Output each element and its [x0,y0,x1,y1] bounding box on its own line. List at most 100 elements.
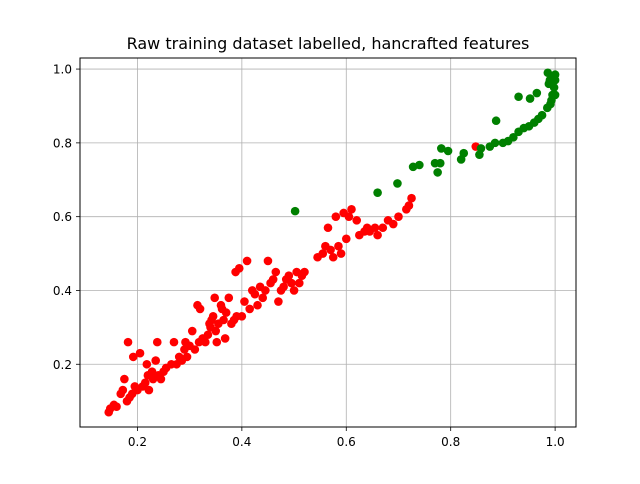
scatter-point [279,282,288,292]
scatter-point [284,271,294,281]
scatter-point [268,275,278,284]
scatter-point [201,337,210,347]
x-tick-label: 0.4 [232,435,251,449]
axes-layer: 0.2 0.4 0.6 0.8 1.0 0.2 0.4 0.6 0.8 1.0 [53,57,577,449]
scatter-point [112,402,121,412]
scatter-point [224,293,234,303]
scatter-point [294,278,304,288]
scatter-point [459,148,469,158]
x-tick-label: 0.8 [441,435,460,449]
scatter-point [152,337,162,347]
scatter-point [203,330,213,340]
scatter-point [407,193,416,203]
scatter-point [514,92,523,102]
scatter-point [151,356,161,365]
scatter-point [147,367,157,376]
scatter-point [118,385,128,395]
scatter-point [436,144,446,153]
scatter-point [210,293,220,303]
scatter-point [334,241,343,251]
scatter-point [415,160,424,170]
scatter-point [370,223,380,233]
scatter-point [289,286,299,295]
scatter-point [537,110,547,120]
y-tick-label: 0.4 [53,284,72,298]
scatter-point [258,293,268,303]
scatter-point [142,359,152,369]
scatter-point [443,146,453,156]
scatter-point [182,352,192,362]
y-tick-label: 0.2 [53,358,72,372]
scatter-point [331,212,341,221]
scatter-point [341,234,351,244]
scatter-point [128,352,138,362]
scatter-point [219,315,228,325]
scatter-point [476,144,486,153]
scatter-point [240,297,249,306]
scatter-point [144,385,154,395]
scatter-point [404,201,414,210]
scatter-point [347,204,356,214]
scatter-point [491,116,501,126]
x-tick-label: 1.0 [546,435,565,449]
scatter-point [300,267,309,277]
scatter-point [373,230,382,240]
scatter-point [290,206,300,216]
scatter-point [287,278,296,288]
scatter-point [195,304,205,314]
y-tick-label: 0.6 [53,210,72,224]
scatter-point [550,75,560,85]
scatter-point [543,68,553,78]
scatter-point [190,345,200,354]
scatter-point [336,249,346,258]
scatter-point [211,326,221,336]
scatter-point [220,334,230,343]
scatter-point [169,337,179,347]
scatter-point [378,223,388,233]
points-layer [104,68,560,417]
scatter-point [156,374,166,384]
scatter-point [344,212,354,221]
scatter-point [261,286,270,295]
y-tick-label: 1.0 [53,63,72,77]
scatter-point [490,138,500,148]
scatter-point [532,88,542,98]
scatter-point [525,94,535,103]
scatter-point [245,304,254,314]
scatter-point [373,188,382,197]
scatter-point [388,219,398,229]
scatter-point [328,252,338,262]
scatter-point [253,300,262,310]
scatter-point [242,256,252,266]
scatter-point [393,179,402,188]
scatter-point [271,267,281,277]
scatter-point [221,308,231,317]
chart-title: Raw training dataset labelled, hancrafte… [127,34,530,53]
y-tick-label: 0.8 [53,136,72,150]
scatter-point [123,337,133,347]
scatter-point [394,212,403,221]
scatter-point [549,83,559,92]
scatter-point [435,158,445,168]
scatter-point [274,297,283,306]
scatter-point [250,289,260,299]
scatter-point [237,312,247,321]
scatter-point [326,245,335,255]
scatter-point [433,168,442,177]
scatter-point [120,374,129,384]
scatter-point [550,90,560,100]
x-tick-label: 0.2 [128,435,147,449]
scatter-point [212,337,222,347]
scatter-point [135,348,145,358]
scatter-point [208,312,218,321]
plot-frame [79,57,577,428]
scatter-point [263,256,273,266]
scatter-point [352,216,362,225]
scatter-point [187,326,197,336]
x-tick-label: 0.6 [337,435,356,449]
scatter-point [140,378,150,388]
scatter-point [318,249,328,258]
